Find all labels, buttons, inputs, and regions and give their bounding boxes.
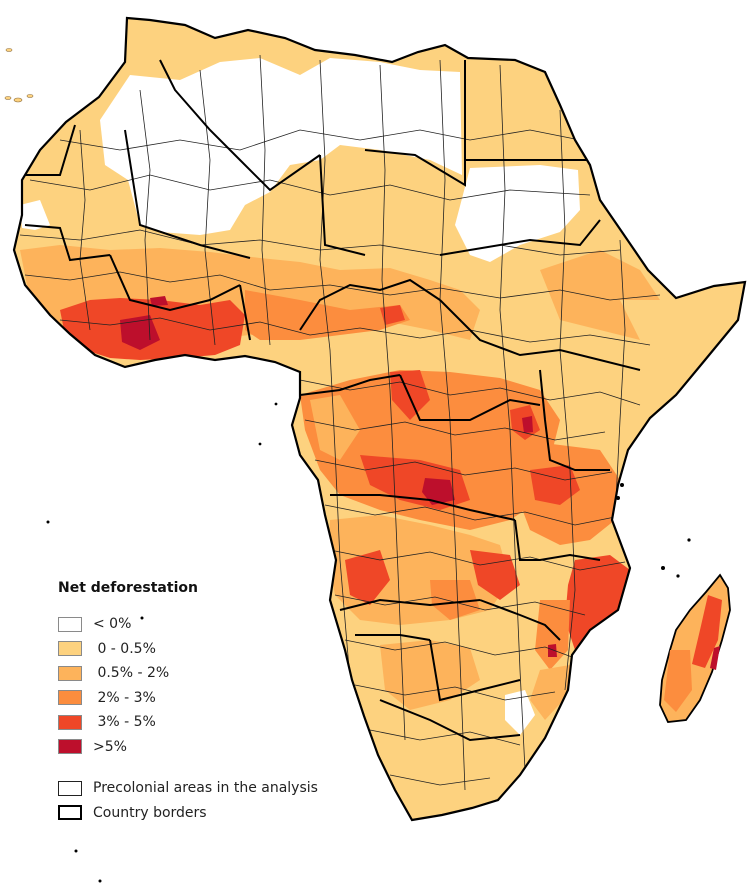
- legend-label-3-5: 3% - 5%: [93, 714, 156, 731]
- legend-title: Net deforestation: [58, 580, 198, 596]
- legend-label-precolonial: Precolonial areas in the analysis: [93, 780, 318, 797]
- zone-angola-very-high: [345, 550, 390, 605]
- zone-west-white: [20, 200, 50, 230]
- zone-mozambique-extreme: [548, 644, 557, 657]
- legend-row-0.5-2: 0.5% - 2%: [58, 661, 348, 686]
- legend-row-gt-5: >5%: [58, 735, 348, 760]
- zone-south-white-a: [505, 690, 535, 735]
- legend-row-negative: < 0%: [58, 612, 348, 637]
- legend-label-country: Country borders: [93, 804, 207, 821]
- country-borders: [20, 59, 641, 742]
- zone-rift-extreme: [522, 416, 533, 433]
- islands: [46, 402, 691, 883]
- zone-congo-high: [300, 370, 560, 530]
- canary-islands: [4, 48, 34, 103]
- legend-row-2-3: 2% - 3%: [58, 686, 348, 711]
- zone-congo-very-high-a: [390, 370, 430, 420]
- map-legend: Net deforestation < 0% 0 - 0.5% 0.5% - 2…: [58, 578, 348, 825]
- zone-zambia-high: [430, 580, 480, 620]
- zone-south-mid-b: [380, 640, 480, 710]
- swatch-2-3-icon: [58, 690, 82, 706]
- zone-egypt-white: [455, 165, 580, 262]
- swatch-0.5-2-icon: [58, 665, 82, 681]
- zone-congo-mid: [310, 395, 360, 460]
- swatch-3-5-icon: [58, 714, 82, 730]
- legend-label-0-0.5: 0 - 0.5%: [93, 640, 156, 657]
- legend-row-0-0.5: 0 - 0.5%: [58, 637, 348, 662]
- legend-row-precolonial: Precolonial areas in the analysis: [58, 776, 348, 801]
- thick-outline-box-icon: [58, 805, 82, 821]
- deforestation-zones: [20, 58, 740, 735]
- zone-guinea-extreme-b: [150, 296, 168, 306]
- zone-mozambique-very-high: [565, 555, 630, 650]
- zone-libya-white: [300, 70, 440, 150]
- zone-guinea-high: [245, 290, 410, 340]
- zone-congo-extreme: [422, 478, 455, 505]
- swatch-gt-5-icon: [58, 739, 82, 755]
- zone-horn-low: [620, 290, 740, 360]
- swatch-negative-icon: [58, 616, 82, 632]
- legend-label-0.5-2: 0.5% - 2%: [93, 665, 170, 682]
- legend-label-gt-5: >5%: [93, 738, 127, 755]
- zone-nigeria-very-high: [380, 305, 405, 325]
- swatch-0-0.5-icon: [58, 641, 82, 657]
- zone-mozambique-high: [535, 600, 570, 670]
- legend-label-negative: < 0%: [93, 616, 132, 633]
- thin-outline-box-icon: [58, 780, 82, 796]
- zone-guinea-extreme-a: [120, 315, 160, 350]
- zone-zambia-very-high: [470, 550, 520, 600]
- legend-label-2-3: 2% - 3%: [93, 689, 156, 706]
- legend-row-3-5: 3% - 5%: [58, 710, 348, 735]
- madagascar: [659, 573, 731, 723]
- legend-row-country: Country borders: [58, 801, 348, 826]
